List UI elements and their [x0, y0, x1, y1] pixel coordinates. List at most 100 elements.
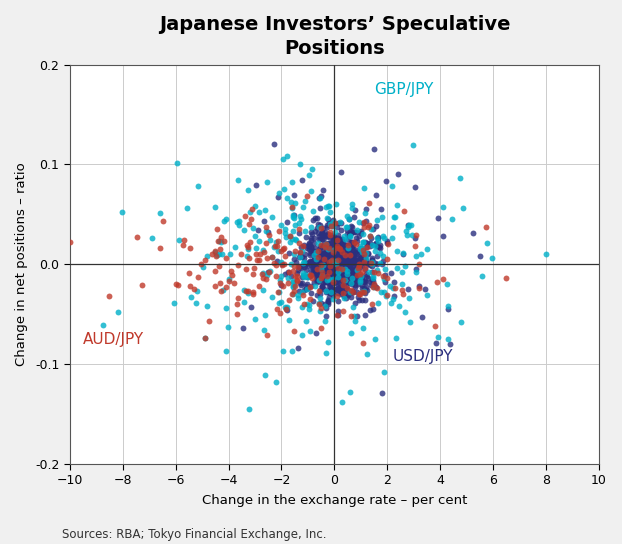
Point — [307, 274, 317, 282]
Point — [311, 259, 321, 268]
Point — [326, 288, 336, 296]
Point — [363, 260, 373, 269]
Point — [333, 263, 343, 272]
Y-axis label: Change in net positions – ratio: Change in net positions – ratio — [15, 162, 28, 366]
Point — [338, 287, 348, 295]
Point — [315, 287, 325, 295]
Point — [353, 259, 363, 268]
Point — [287, 177, 297, 186]
Point — [338, 281, 348, 290]
Point — [357, 243, 367, 252]
Point — [344, 279, 354, 287]
Point — [311, 263, 321, 272]
Point — [299, 290, 309, 299]
Point — [328, 258, 338, 267]
Point — [322, 257, 332, 265]
Point — [320, 316, 330, 325]
Point — [348, 270, 358, 279]
Point — [330, 244, 340, 253]
Point — [369, 267, 379, 276]
Point — [323, 256, 333, 265]
Point — [307, 282, 317, 290]
Point — [345, 250, 355, 259]
Point — [330, 243, 340, 252]
Point — [372, 242, 382, 251]
Point — [331, 245, 341, 254]
Point — [364, 268, 374, 277]
Point — [204, 317, 214, 325]
Point — [310, 281, 320, 290]
Point — [325, 284, 335, 293]
Point — [316, 241, 326, 250]
Point — [338, 275, 348, 284]
Point — [345, 255, 355, 263]
Point — [313, 260, 323, 269]
Point — [339, 254, 349, 262]
Point — [345, 252, 355, 261]
Point — [341, 246, 351, 255]
Point — [280, 225, 290, 233]
Point — [330, 257, 340, 265]
Point — [272, 256, 282, 265]
Point — [439, 232, 448, 240]
Point — [308, 247, 318, 256]
Point — [322, 222, 332, 231]
Point — [282, 302, 292, 311]
Point — [296, 281, 306, 289]
Point — [321, 256, 331, 265]
Point — [332, 270, 341, 279]
Point — [328, 290, 338, 299]
Point — [350, 206, 360, 214]
Point — [328, 269, 338, 278]
Point — [318, 263, 328, 272]
Point — [321, 264, 331, 273]
Point — [363, 249, 373, 258]
Point — [345, 263, 355, 272]
Point — [261, 177, 271, 186]
Point — [327, 257, 337, 265]
Point — [297, 302, 307, 311]
Point — [346, 287, 356, 296]
Point — [317, 259, 327, 268]
Point — [292, 276, 302, 285]
Point — [430, 322, 440, 330]
Point — [327, 261, 337, 269]
Point — [338, 270, 348, 279]
Point — [313, 272, 323, 281]
Point — [335, 283, 345, 292]
Point — [341, 294, 351, 302]
Point — [320, 277, 330, 286]
Point — [306, 222, 316, 231]
Point — [373, 237, 383, 245]
Point — [328, 257, 338, 265]
Point — [345, 231, 355, 240]
Point — [432, 339, 442, 348]
Point — [388, 182, 397, 190]
Point — [284, 249, 294, 257]
Point — [477, 272, 487, 281]
Point — [326, 256, 336, 265]
Point — [337, 238, 346, 247]
Point — [358, 230, 368, 238]
Point — [212, 250, 222, 259]
Point — [294, 219, 304, 228]
Point — [98, 321, 108, 330]
Point — [214, 237, 224, 245]
Point — [337, 261, 347, 269]
Point — [297, 279, 307, 287]
Point — [362, 238, 372, 247]
Point — [372, 283, 382, 292]
Point — [337, 261, 346, 269]
Point — [241, 264, 251, 273]
Point — [338, 250, 348, 259]
Point — [303, 273, 313, 281]
Point — [331, 267, 341, 275]
Point — [359, 258, 369, 267]
Point — [355, 244, 365, 253]
Point — [361, 311, 371, 320]
Point — [333, 271, 343, 280]
Point — [336, 289, 346, 298]
Point — [313, 277, 323, 286]
Point — [360, 238, 370, 246]
Point — [313, 247, 323, 256]
